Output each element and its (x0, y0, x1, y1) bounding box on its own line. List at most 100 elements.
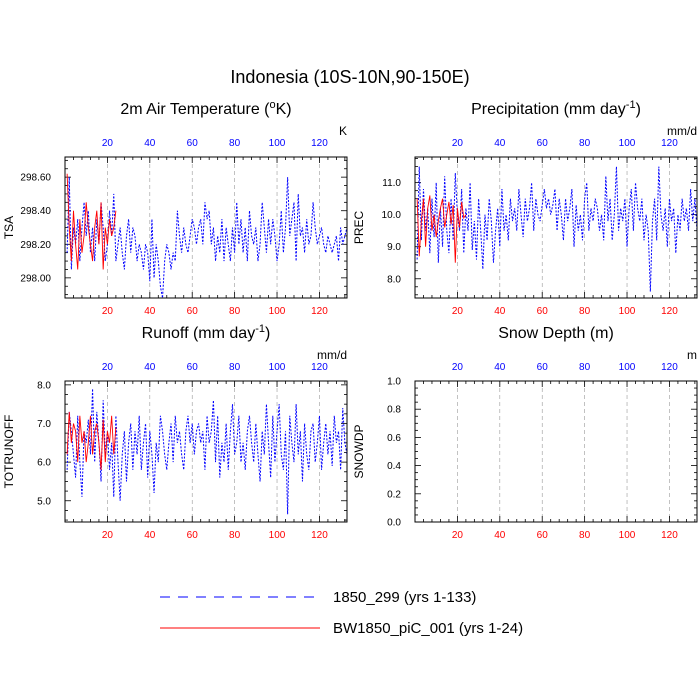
series-line-bw1850-pic-001 (66, 411, 117, 470)
x-tick-label-bottom: 40 (494, 530, 506, 541)
x-tick-label-top: 60 (187, 138, 199, 149)
panel-snowdp: Snow Depth (m) m SNOWDP 20 20 40 40 60 60 80 80 100… (352, 325, 698, 541)
legend-label-series2: BW1850_piC_001 (yrs 1-24) (333, 620, 523, 637)
y-tick-label: 298.00 (20, 273, 51, 284)
series-line-1850-299 (66, 388, 347, 515)
x-tick-label-bottom: 100 (269, 306, 286, 317)
plot-frame (414, 380, 698, 523)
panel-totrunoff: Runoff (mm day-1) mm/d TOTRUNOFF 20 20 40 40 60… (2, 323, 348, 541)
x-tick-label-bottom: 60 (187, 530, 199, 541)
x-tick-label-bottom: 100 (619, 306, 636, 317)
y-tick-label: 0.4 (387, 461, 401, 472)
x-tick-label-bottom: 80 (579, 530, 591, 541)
y-tick-label: 10.0 (382, 210, 402, 221)
x-tick-label-top: 80 (579, 362, 591, 373)
y-tick-label: 6.0 (37, 458, 51, 469)
panel-title-rest: ) (265, 325, 270, 342)
y-tick-label: 298.20 (20, 240, 51, 251)
x-tick-label-top: 120 (661, 138, 678, 149)
x-tick-label-top: 20 (452, 138, 464, 149)
y-tick-label: 8.0 (37, 380, 51, 391)
plot-frame (64, 380, 348, 523)
units-label: K (339, 124, 347, 138)
x-tick-label-bottom: 20 (102, 530, 114, 541)
y-tick-label: 0.8 (387, 405, 401, 416)
units-label: mm/d (667, 124, 697, 138)
x-tick-label-bottom: 120 (311, 306, 328, 317)
y-tick-label: 9.0 (387, 242, 401, 253)
x-tick-label-top: 60 (537, 362, 549, 373)
y-axis-label: TOTRUNOFF (2, 415, 16, 489)
panel-title: Runoff (mm day-1) (142, 323, 271, 342)
x-tick-label-top: 100 (269, 362, 286, 373)
panel-title-text: 2m Air Temperature ( (120, 101, 270, 118)
y-axis-label: SNOWDP (352, 425, 366, 479)
x-tick-label-top: 40 (494, 138, 506, 149)
panel-title: Precipitation (mm day-1) (471, 99, 641, 118)
panel-tsa: 2m Air Temperature (oK) K TSA 20 20 40 40 60 60 8… (2, 99, 348, 317)
x-tick-label-bottom: 60 (537, 530, 549, 541)
y-tick-label: 5.0 (37, 496, 51, 507)
figure-title: Indonesia (10S-10N,90-150E) (230, 67, 469, 87)
panels: 2m Air Temperature (oK) K TSA 20 20 40 40 60 60 8… (2, 99, 698, 541)
x-tick-label-top: 20 (102, 138, 114, 149)
y-tick-label: 298.40 (20, 206, 51, 217)
y-tick-label: 0.6 (387, 433, 401, 444)
units-label: mm/d (317, 348, 347, 362)
x-tick-label-bottom: 80 (229, 530, 241, 541)
x-tick-label-top: 40 (494, 362, 506, 373)
series-line-bw1850-pic-001 (66, 173, 117, 270)
x-tick-label-top: 100 (619, 138, 636, 149)
plot-frame (64, 156, 348, 299)
x-tick-label-top: 100 (619, 362, 636, 373)
x-tick-label-bottom: 40 (144, 530, 156, 541)
panel-title: 2m Air Temperature (oK) (120, 99, 291, 118)
x-tick-label-top: 80 (229, 362, 241, 373)
panel-prec: Precipitation (mm day-1) mm/d PREC 20 20 40 40… (352, 99, 698, 317)
x-tick-label-top: 120 (661, 362, 678, 373)
y-tick-label: 1.0 (387, 377, 401, 388)
legend: 1850_299 (yrs 1-133) BW1850_piC_001 (yrs… (160, 589, 523, 637)
y-tick-label: 8.0 (387, 274, 401, 285)
x-tick-label-top: 20 (102, 362, 114, 373)
x-tick-label-top: 100 (269, 138, 286, 149)
y-axis-label: TSA (2, 216, 16, 239)
x-tick-label-bottom: 100 (619, 530, 636, 541)
panel-title-super: -1 (255, 323, 265, 335)
panel-title: Snow Depth (m) (498, 325, 614, 342)
units-label: m (687, 348, 697, 362)
series-line-1850-299 (416, 166, 697, 292)
x-tick-label-top: 60 (187, 362, 199, 373)
x-tick-label-top: 40 (144, 362, 156, 373)
panel-title-text: Runoff (mm day (142, 325, 256, 342)
series-line-bw1850-pic-001 (416, 195, 467, 263)
x-tick-label-top: 80 (579, 138, 591, 149)
y-tick-label: 0.2 (387, 489, 401, 500)
x-tick-label-bottom: 120 (661, 530, 678, 541)
y-tick-label: 11.0 (382, 178, 401, 189)
y-tick-label: 0.0 (387, 518, 401, 529)
x-tick-label-top: 120 (311, 138, 328, 149)
x-tick-label-bottom: 120 (661, 306, 678, 317)
legend-label-series1: 1850_299 (yrs 1-133) (333, 589, 476, 606)
x-tick-label-top: 20 (452, 362, 464, 373)
panel-title-super: o (269, 99, 275, 111)
y-axis-label: PREC (352, 210, 366, 244)
x-tick-label-bottom: 40 (494, 306, 506, 317)
plot-frame (414, 156, 698, 299)
x-tick-label-bottom: 20 (102, 306, 114, 317)
x-tick-label-bottom: 80 (579, 306, 591, 317)
x-tick-label-bottom: 80 (229, 306, 241, 317)
x-tick-label-top: 120 (311, 362, 328, 373)
y-tick-label: 7.0 (37, 419, 51, 430)
series-line-1850-299 (66, 177, 347, 298)
x-tick-label-bottom: 20 (452, 530, 464, 541)
x-tick-label-bottom: 20 (452, 306, 464, 317)
x-tick-label-bottom: 120 (311, 530, 328, 541)
x-tick-label-bottom: 40 (144, 306, 156, 317)
panel-title-super: -1 (626, 99, 636, 111)
x-tick-label-top: 80 (229, 138, 241, 149)
panel-title-rest: ) (636, 101, 641, 118)
y-tick-label: 298.60 (20, 173, 51, 184)
